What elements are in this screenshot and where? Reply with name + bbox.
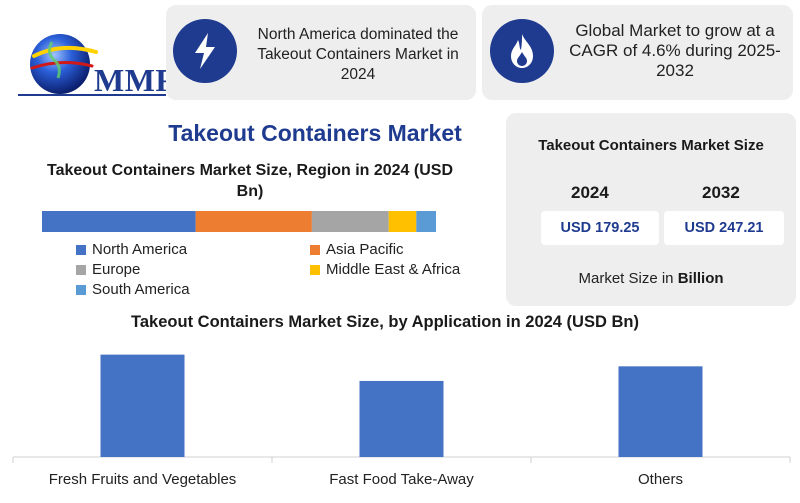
bar-fresh-fruits-and-vegetables xyxy=(100,354,185,457)
application-bar-chart: Fresh Fruits and Vegetables Fast Food Tak… xyxy=(12,354,791,488)
value-2024: USD 179.25 xyxy=(541,211,659,245)
legend-swatch xyxy=(76,244,86,255)
bar-others xyxy=(618,366,703,457)
region-segment-north-america xyxy=(42,211,196,232)
year-2032-label: 2032 xyxy=(702,183,740,202)
legend-label: North America xyxy=(92,241,188,258)
note-unit: Billion xyxy=(677,270,724,287)
value-2032: USD 247.21 xyxy=(664,211,784,245)
page-title: Takeout Containers Market xyxy=(168,120,462,146)
region-chart-title: Takeout Containers Market Size, Region i… xyxy=(46,162,454,200)
year-2024-label: 2024 xyxy=(571,183,609,202)
note-prefix: Market Size in xyxy=(578,270,678,287)
flame-icon xyxy=(490,19,554,83)
region-segment-middle-east-africa xyxy=(388,211,417,232)
lightning-icon xyxy=(173,19,237,83)
logo-text: MMR xyxy=(94,62,180,98)
legend-swatch xyxy=(76,284,86,295)
bar-fast-food-take-away xyxy=(359,380,444,457)
application-chart-title: Takeout Containers Market Size, by Appli… xyxy=(131,313,639,331)
legend-item: Middle East & Africa xyxy=(310,261,460,278)
region-legend: North America Asia Pacific Europe Middle Ea… xyxy=(76,241,496,303)
legend-item: South America xyxy=(76,281,190,298)
region-segment-europe xyxy=(311,211,389,232)
mmr-logo: MMR xyxy=(22,22,179,102)
legend-item: Asia Pacific xyxy=(310,241,404,258)
legend-label: Middle East & Africa xyxy=(326,261,461,278)
north-america-card: North America dominated the Takeout Cont… xyxy=(166,5,476,100)
region-segment-asia-pacific xyxy=(195,211,312,232)
market-size-card: Takeout Containers Market Size 2024 2032… xyxy=(506,113,796,306)
north-america-text: North America dominated the Takeout Cont… xyxy=(257,26,459,83)
globe-icon xyxy=(30,34,98,94)
legend-swatch xyxy=(310,244,320,255)
x-tick-label: Fast Food Take-Away xyxy=(329,471,474,488)
legend-label: Asia Pacific xyxy=(326,241,404,258)
market-size-note: Market Size in Billion xyxy=(526,270,776,287)
legend-item: Europe xyxy=(76,261,140,278)
legend-label: Europe xyxy=(92,261,141,278)
region-stacked-bar xyxy=(42,211,436,232)
market-size-title: Takeout Containers Market Size xyxy=(538,137,764,154)
legend-swatch xyxy=(76,264,86,275)
cagr-text: Global Market to grow at a CAGR of 4.6% … xyxy=(569,21,781,80)
legend-label: South America xyxy=(92,281,190,298)
cagr-card: Global Market to grow at a CAGR of 4.6% … xyxy=(482,5,793,100)
legend-swatch xyxy=(310,264,320,275)
x-tick-label: Fresh Fruits and Vegetables xyxy=(49,471,237,488)
x-tick-label: Others xyxy=(638,471,683,488)
legend-item: North America xyxy=(76,241,187,258)
region-segment-south-america xyxy=(416,211,436,232)
header-divider xyxy=(18,94,166,96)
